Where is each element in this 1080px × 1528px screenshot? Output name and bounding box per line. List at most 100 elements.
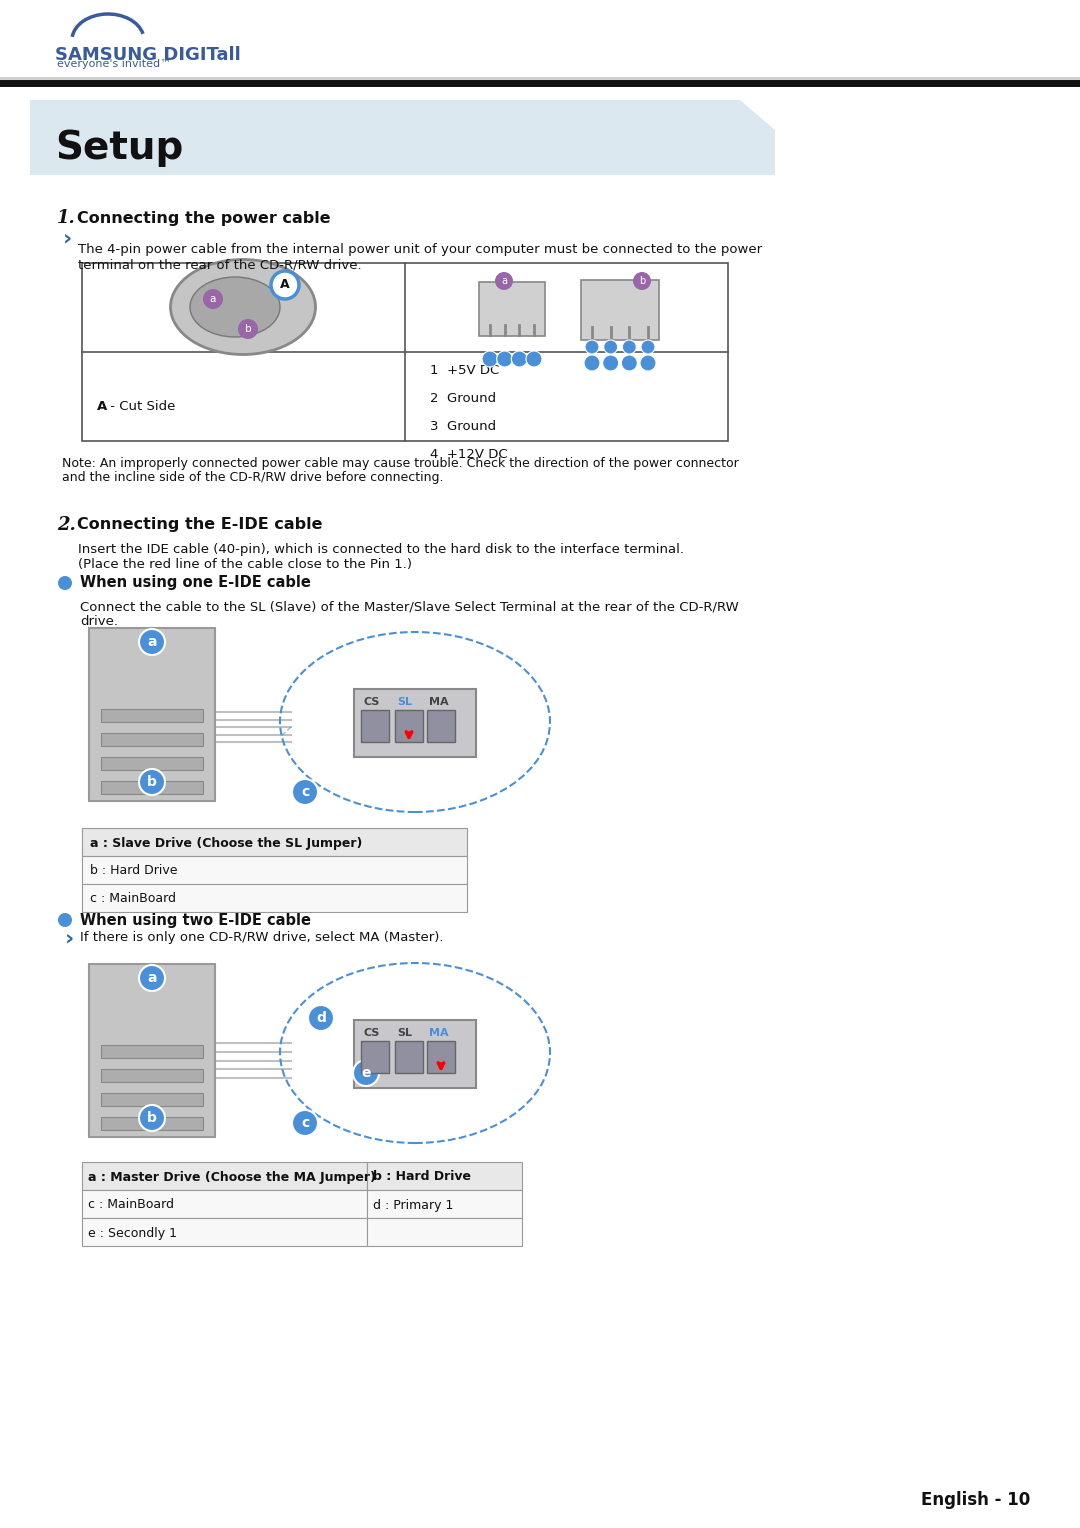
FancyBboxPatch shape (89, 964, 215, 1137)
Text: b : Hard Drive: b : Hard Drive (373, 1170, 471, 1184)
Bar (361, 1041, 389, 1073)
Bar (82, 1218, 367, 1245)
Circle shape (622, 341, 636, 354)
Bar (82, 885, 467, 912)
Text: If there is only one CD-R/RW drive, select MA (Master).: If there is only one CD-R/RW drive, sele… (80, 932, 444, 944)
Circle shape (292, 779, 318, 805)
Text: a : Master Drive (Choose the MA Jumper): a : Master Drive (Choose the MA Jumper) (87, 1170, 376, 1184)
Text: ›: › (63, 228, 72, 248)
Bar (102, 733, 203, 746)
Text: a: a (210, 293, 216, 304)
Text: c: c (301, 785, 309, 799)
Text: c: c (301, 1115, 309, 1131)
Circle shape (353, 1060, 379, 1086)
Bar (361, 711, 389, 743)
Text: b : Hard Drive: b : Hard Drive (90, 865, 177, 877)
Circle shape (139, 1105, 165, 1131)
Text: CS: CS (363, 1028, 379, 1038)
Text: a: a (147, 970, 157, 986)
Text: everyone's invited™: everyone's invited™ (57, 60, 172, 69)
FancyBboxPatch shape (354, 689, 476, 756)
Text: CS: CS (363, 697, 379, 707)
Text: SL: SL (397, 697, 411, 707)
Bar (367, 1218, 522, 1245)
Text: c : MainBoard: c : MainBoard (90, 892, 176, 906)
Bar (102, 1070, 203, 1082)
Bar (102, 756, 203, 770)
Circle shape (482, 351, 498, 367)
Text: 3  Ground: 3 Ground (430, 420, 496, 432)
FancyBboxPatch shape (89, 628, 215, 801)
Text: - Cut Side: - Cut Side (106, 400, 175, 414)
Bar (102, 781, 203, 795)
Bar (395, 1041, 423, 1073)
Text: Insert the IDE cable (40-pin), which is connected to the hard disk to the interf: Insert the IDE cable (40-pin), which is … (78, 542, 684, 571)
Text: a: a (147, 636, 157, 649)
Text: MA: MA (429, 697, 448, 707)
Text: Connect the cable to the SL (Slave) of the Master/Slave Select Terminal at the r: Connect the cable to the SL (Slave) of t… (80, 601, 739, 628)
Circle shape (139, 630, 165, 656)
FancyBboxPatch shape (480, 283, 545, 336)
Text: a : Slave Drive (Choose the SL Jumper): a : Slave Drive (Choose the SL Jumper) (90, 836, 363, 850)
Bar (102, 1045, 203, 1057)
Bar (82, 1161, 367, 1190)
Circle shape (633, 272, 651, 290)
Circle shape (292, 1109, 318, 1135)
Bar (367, 1190, 522, 1218)
Circle shape (58, 576, 72, 590)
Circle shape (511, 351, 527, 367)
Text: b: b (639, 277, 645, 286)
Text: e : Secondly 1: e : Secondly 1 (87, 1227, 177, 1239)
Text: MA: MA (429, 1028, 448, 1038)
Circle shape (238, 319, 258, 339)
Circle shape (271, 270, 299, 299)
Circle shape (604, 341, 618, 354)
Bar (82, 1190, 367, 1218)
Text: A: A (97, 400, 107, 414)
Circle shape (621, 354, 637, 371)
Circle shape (526, 351, 542, 367)
Text: a: a (501, 277, 507, 286)
Text: 4  +12V DC: 4 +12V DC (430, 448, 508, 460)
Circle shape (497, 351, 513, 367)
Text: Note: An improperly connected power cable may cause trouble. Check the direction: Note: An improperly connected power cabl… (62, 457, 739, 471)
Text: 1.: 1. (57, 209, 76, 228)
Circle shape (640, 354, 656, 371)
Text: c : MainBoard: c : MainBoard (87, 1198, 174, 1212)
Circle shape (139, 769, 165, 795)
Text: 2.: 2. (57, 516, 76, 533)
Bar (427, 1041, 455, 1073)
Text: d: d (316, 1012, 326, 1025)
Text: d : Primary 1: d : Primary 1 (373, 1198, 454, 1212)
Text: 2  Ground: 2 Ground (430, 391, 496, 405)
Ellipse shape (190, 277, 280, 338)
Bar (367, 1161, 522, 1190)
Text: and the incline side of the CD-R/RW drive before connecting.: and the incline side of the CD-R/RW driv… (62, 471, 444, 484)
Circle shape (585, 341, 599, 354)
Bar (82, 828, 467, 856)
Circle shape (603, 354, 619, 371)
Bar (427, 711, 455, 743)
Circle shape (642, 341, 654, 354)
Text: b: b (147, 775, 157, 788)
Bar (102, 1117, 203, 1131)
Text: The 4-pin power cable from the internal power unit of your computer must be conn: The 4-pin power cable from the internal … (78, 243, 762, 270)
Bar (395, 711, 423, 743)
Text: When using one E-IDE cable: When using one E-IDE cable (80, 576, 311, 590)
Text: English - 10: English - 10 (921, 1491, 1030, 1510)
Bar (82, 856, 467, 885)
FancyBboxPatch shape (581, 280, 659, 341)
Text: SL: SL (397, 1028, 411, 1038)
FancyBboxPatch shape (354, 1021, 476, 1088)
Text: A: A (280, 278, 289, 292)
Circle shape (203, 289, 222, 309)
Bar (82, 263, 728, 442)
Text: b: b (147, 1111, 157, 1125)
Text: Connecting the E-IDE cable: Connecting the E-IDE cable (77, 518, 323, 532)
Text: e: e (361, 1067, 370, 1080)
Ellipse shape (171, 260, 315, 354)
Circle shape (58, 914, 72, 927)
Bar (102, 1093, 203, 1106)
Circle shape (139, 966, 165, 992)
Circle shape (308, 1005, 334, 1031)
